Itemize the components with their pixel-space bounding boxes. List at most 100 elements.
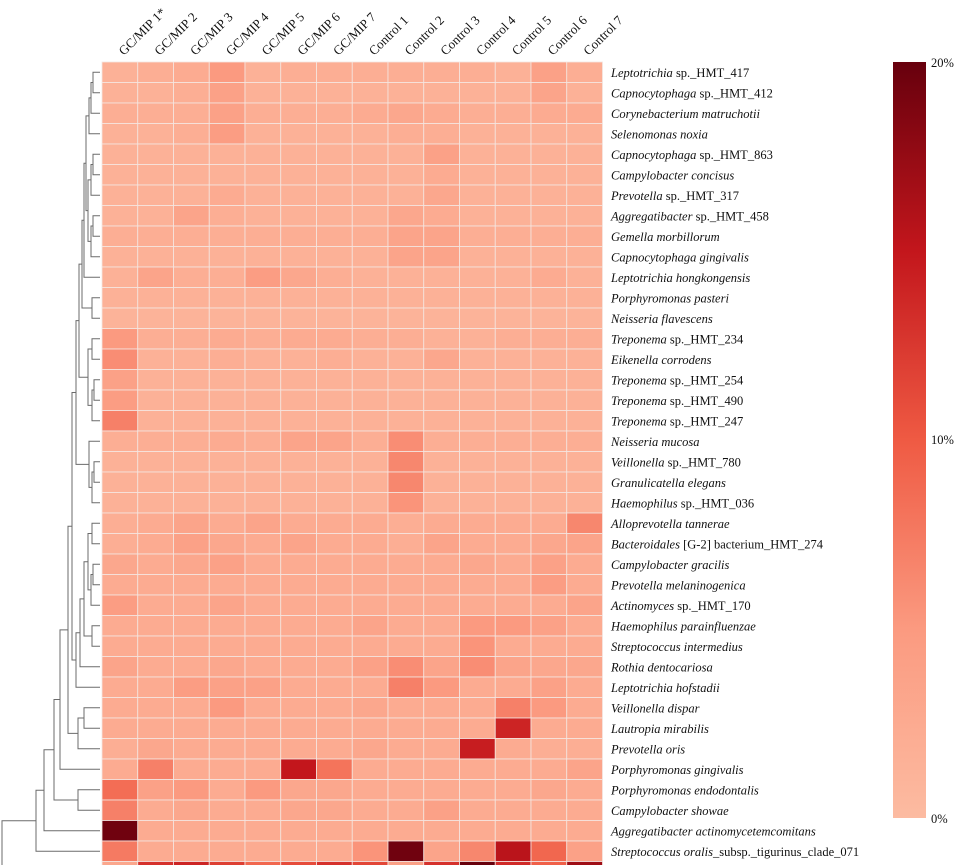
heatmap-cell bbox=[101, 61, 139, 83]
heatmap-cell bbox=[566, 266, 603, 288]
heatmap-cell bbox=[566, 676, 603, 698]
heatmap-cell bbox=[101, 635, 139, 657]
heatmap-cell bbox=[459, 246, 496, 268]
heatmap-cell bbox=[137, 512, 174, 534]
heatmap-cell bbox=[387, 861, 425, 865]
heatmap-cell bbox=[280, 492, 317, 514]
heatmap-cell bbox=[494, 246, 532, 268]
heatmap-cell bbox=[244, 553, 282, 575]
heatmap-cell bbox=[459, 635, 496, 657]
heatmap-cell bbox=[316, 123, 353, 145]
row-label: Granulicatella elegans bbox=[611, 476, 726, 490]
heatmap-cell bbox=[530, 594, 568, 616]
dendrogram-branch bbox=[90, 225, 100, 258]
heatmap-cell bbox=[173, 164, 210, 186]
heatmap-cell bbox=[137, 471, 174, 493]
heatmap-cell bbox=[387, 656, 425, 678]
heatmap-cell bbox=[351, 656, 389, 678]
dendrogram-branch bbox=[92, 153, 100, 176]
dendrogram-branch bbox=[43, 749, 100, 832]
heatmap-cell bbox=[101, 799, 139, 821]
heatmap-cell bbox=[208, 451, 246, 473]
heatmap-cell bbox=[494, 205, 532, 227]
row-label: Treponema sp._HMT_247 bbox=[611, 414, 743, 428]
heatmap-cell bbox=[351, 307, 389, 329]
heatmap-cell bbox=[459, 594, 496, 616]
heatmap-cell bbox=[530, 369, 568, 391]
heatmap-cell bbox=[423, 328, 460, 350]
heatmap-cell bbox=[244, 451, 282, 473]
heatmap-cell bbox=[316, 656, 353, 678]
heatmap-cell bbox=[244, 61, 282, 83]
heatmap-cell bbox=[423, 697, 460, 719]
heatmap-cell bbox=[423, 184, 460, 206]
dendrogram-branch bbox=[91, 338, 100, 360]
heatmap-cell bbox=[208, 861, 246, 865]
heatmap-cell bbox=[494, 266, 532, 288]
heatmap-cell bbox=[244, 205, 282, 227]
heatmap-cell bbox=[316, 369, 353, 391]
heatmap-cell bbox=[351, 635, 389, 657]
heatmap-cell bbox=[244, 225, 282, 247]
heatmap-cell bbox=[137, 164, 174, 186]
heatmap-cell bbox=[387, 430, 425, 452]
heatmap-cell bbox=[280, 799, 317, 821]
dendrogram-branch bbox=[75, 320, 89, 465]
heatmap-cell bbox=[459, 553, 496, 575]
heatmap-cell bbox=[101, 143, 139, 165]
heatmap-cell bbox=[137, 102, 174, 124]
heatmap-cell bbox=[530, 287, 568, 309]
heatmap-cell bbox=[208, 328, 246, 350]
heatmap-cell bbox=[244, 656, 282, 678]
row-label: Prevotella oris bbox=[610, 742, 685, 756]
heatmap-cell bbox=[387, 738, 425, 760]
heatmap-cell bbox=[566, 389, 603, 411]
heatmap-cell bbox=[566, 123, 603, 145]
heatmap-cell bbox=[566, 758, 603, 780]
dendrogram-branch bbox=[83, 707, 100, 729]
heatmap-cell bbox=[101, 717, 139, 739]
heatmap-cell bbox=[280, 697, 317, 719]
heatmap-cell bbox=[208, 553, 246, 575]
heatmap-cell bbox=[244, 430, 282, 452]
heatmap-cell bbox=[137, 758, 174, 780]
heatmap-cell bbox=[530, 697, 568, 719]
heatmap-cell bbox=[387, 553, 425, 575]
row-label: Capnocytophaga sp._HMT_412 bbox=[611, 86, 773, 100]
heatmap-cell bbox=[137, 369, 174, 391]
heatmap-cell bbox=[387, 840, 425, 862]
row-label: Leptotrichia sp._HMT_417 bbox=[610, 66, 749, 80]
heatmap-cell bbox=[387, 492, 425, 514]
heatmap-cell bbox=[280, 840, 317, 862]
heatmap-cell bbox=[423, 594, 460, 616]
heatmap-cell bbox=[494, 553, 532, 575]
heatmap-cell bbox=[244, 799, 282, 821]
heatmap-cell bbox=[423, 143, 460, 165]
heatmap-cell bbox=[101, 758, 139, 780]
heatmap-cell bbox=[566, 738, 603, 760]
row-label: Lautropia mirabilis bbox=[610, 722, 709, 736]
heatmap-cell bbox=[101, 574, 139, 596]
row-label: Capnocytophaga gingivalis bbox=[611, 250, 749, 264]
heatmap-cell bbox=[137, 451, 174, 473]
heatmap-cell bbox=[316, 676, 353, 698]
dendrogram-branch bbox=[78, 263, 88, 378]
dendrogram-branch bbox=[77, 717, 100, 750]
heatmap-cell bbox=[459, 328, 496, 350]
heatmap-cell bbox=[530, 348, 568, 370]
heatmap-cell bbox=[530, 82, 568, 104]
heatmap-cell bbox=[387, 820, 425, 842]
dendrogram-branch bbox=[91, 297, 100, 319]
heatmap-cell bbox=[494, 225, 532, 247]
heatmap-cell bbox=[530, 430, 568, 452]
heatmap-cell bbox=[423, 471, 460, 493]
row-label: Streptococcus oralis_subsp._tigurinus_cl… bbox=[611, 845, 859, 859]
colorbar-max-label: 20% bbox=[931, 56, 954, 70]
heatmap-cell bbox=[244, 369, 282, 391]
heatmap-cell bbox=[566, 512, 603, 534]
heatmap-cell bbox=[244, 676, 282, 698]
heatmap-cell bbox=[137, 266, 174, 288]
heatmap-cell bbox=[316, 799, 353, 821]
heatmap-cell bbox=[244, 410, 282, 432]
heatmap-cell bbox=[566, 451, 603, 473]
